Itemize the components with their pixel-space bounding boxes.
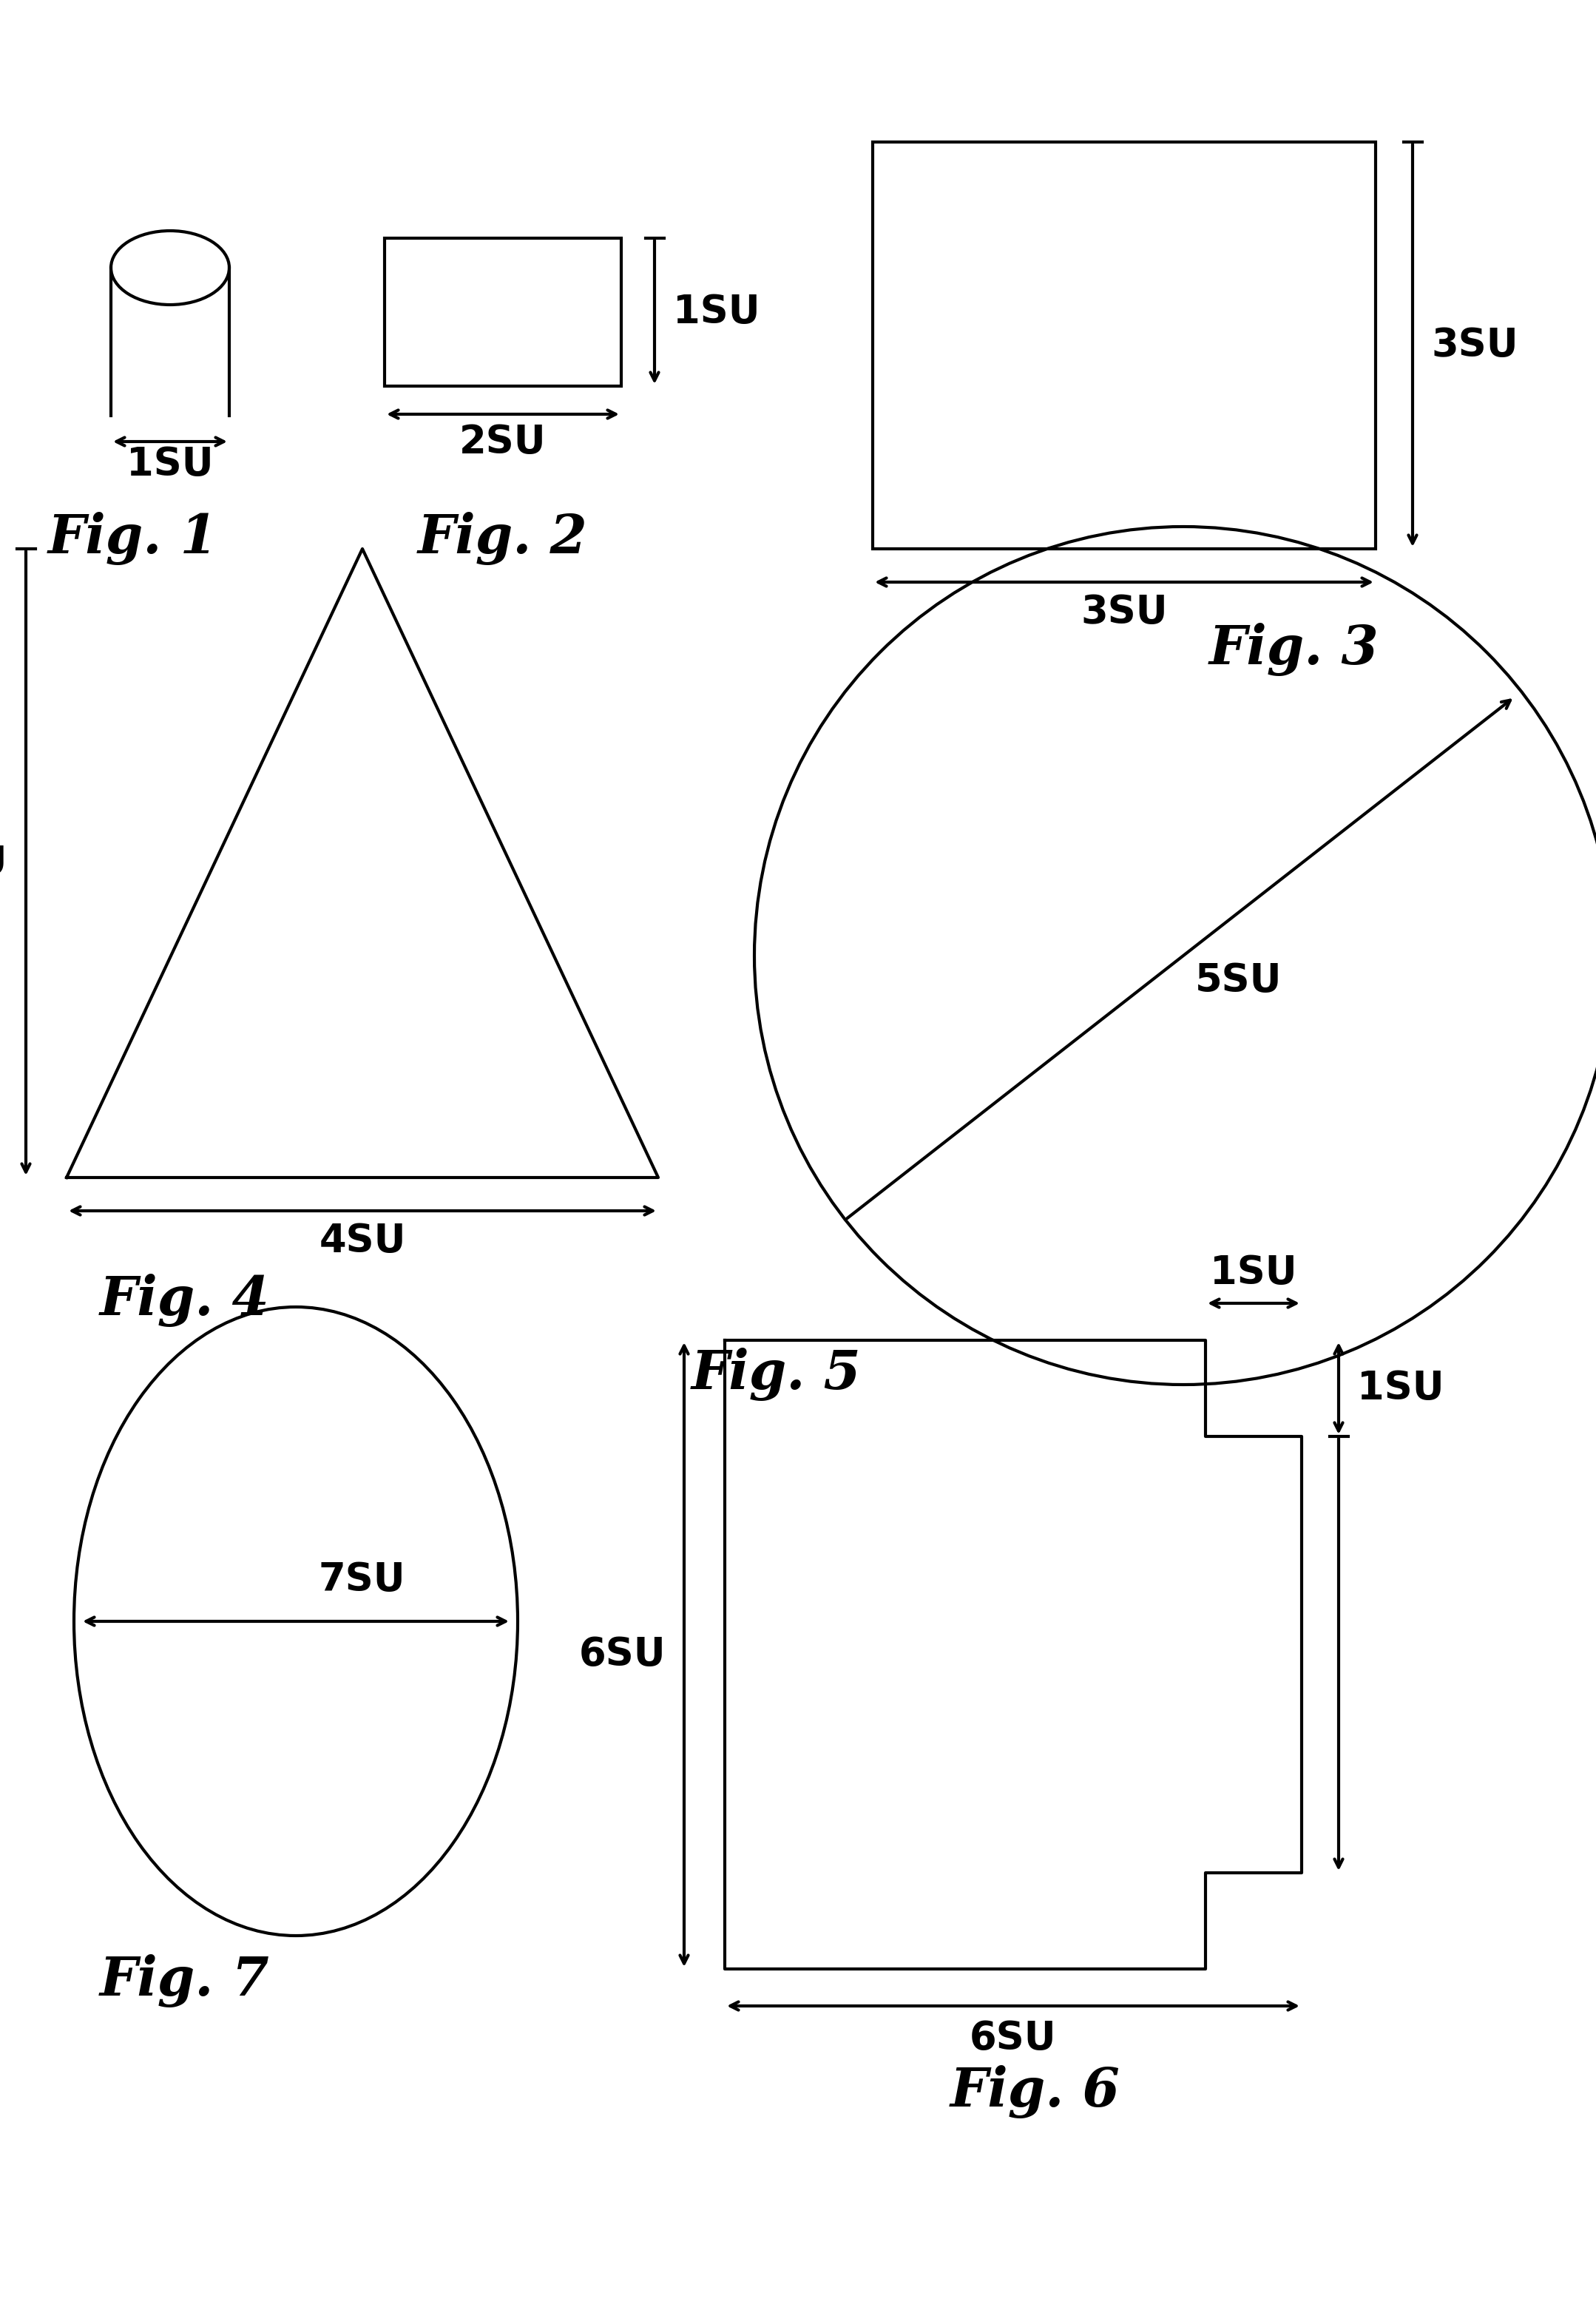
- Text: 2SU: 2SU: [460, 423, 546, 462]
- Text: Fig. 4: Fig. 4: [101, 1274, 270, 1327]
- Text: 7SU: 7SU: [318, 1562, 405, 1599]
- Text: 6SU: 6SU: [579, 1636, 666, 1673]
- Bar: [873, 142, 1376, 548]
- Text: 1SU: 1SU: [1210, 1253, 1298, 1292]
- Text: Fig. 1: Fig. 1: [48, 511, 219, 565]
- Text: 1SU: 1SU: [674, 293, 760, 332]
- Text: Fig. 5: Fig. 5: [691, 1348, 862, 1401]
- Bar: [385, 237, 621, 386]
- Text: Fig. 2: Fig. 2: [418, 511, 587, 565]
- Text: 5SU: 5SU: [1195, 962, 1282, 999]
- Text: Fig. 3: Fig. 3: [1210, 623, 1379, 676]
- Text: 6SU: 6SU: [970, 2020, 1057, 2057]
- Text: Fig. 6: Fig. 6: [951, 2066, 1120, 2119]
- Text: 3SU: 3SU: [1432, 325, 1518, 365]
- Text: 4SU: 4SU: [0, 844, 8, 883]
- Text: 1SU: 1SU: [1357, 1369, 1444, 1408]
- Text: 3SU: 3SU: [1080, 593, 1168, 632]
- Text: Fig. 7: Fig. 7: [101, 1954, 270, 2008]
- Text: 4SU: 4SU: [319, 1222, 405, 1260]
- Text: 1SU: 1SU: [126, 446, 214, 483]
